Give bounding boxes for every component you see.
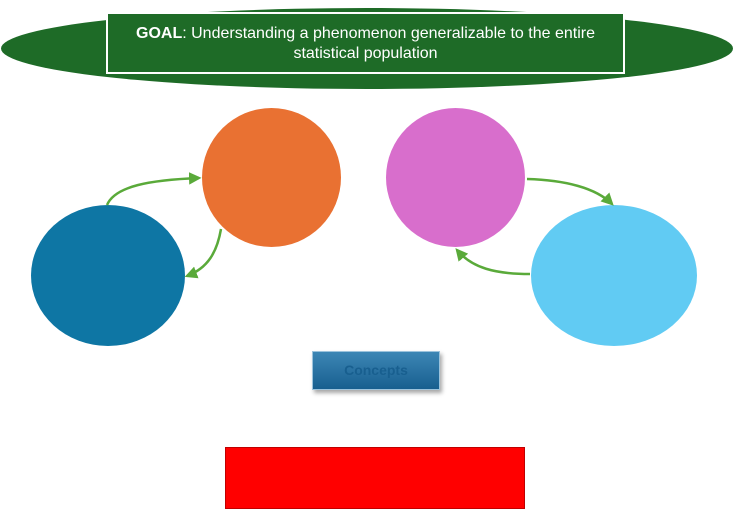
goal-statement: GOAL: Understanding a phenomenon general… [106,12,625,74]
arrow-magenta-to-lightblue [526,177,614,206]
light-blue-circle [531,205,697,346]
concepts-button[interactable]: Concepts [312,351,440,390]
magenta-circle [386,108,525,247]
goal-prefix: GOAL [136,25,183,42]
arrow-lightblue-to-magenta [455,248,531,276]
arrow-darkblue-to-orange [105,172,202,206]
red-box [225,447,525,509]
goal-text: : Understanding a phenomenon generalizab… [182,25,595,62]
arrow-orange-to-darkblue [184,228,223,279]
orange-circle [202,108,341,247]
dark-blue-circle [31,205,185,346]
